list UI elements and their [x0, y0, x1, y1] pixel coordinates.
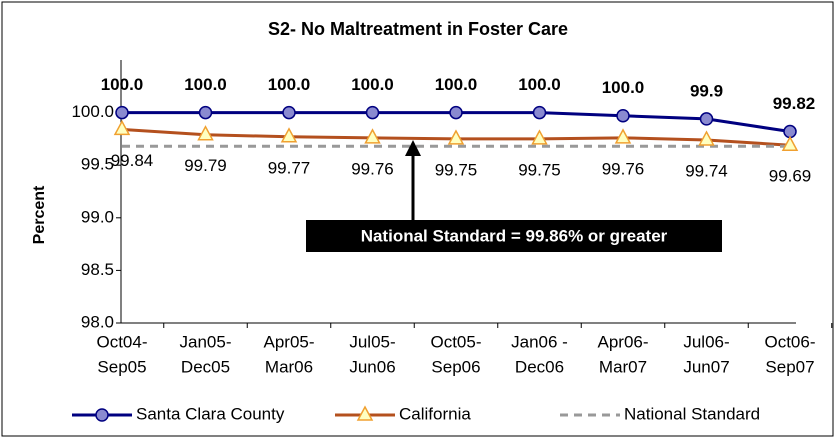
data-label: 99.76	[351, 159, 394, 178]
x-tick-label: Apr05-	[263, 332, 314, 351]
x-tick-label: Jul05-	[349, 332, 395, 351]
x-tick-label: Jun07	[683, 357, 729, 376]
x-tick-label: Sep07	[765, 357, 814, 376]
y-tick-label: 100.0	[71, 102, 114, 121]
marker	[447, 129, 465, 145]
data-label: 99.74	[685, 161, 728, 180]
x-tick-label: Jan06 -	[511, 332, 568, 351]
data-label: 99.75	[518, 160, 561, 179]
y-axis-title: Percent	[31, 185, 48, 244]
data-label: 99.82	[773, 94, 816, 113]
marker	[781, 135, 799, 151]
legend-label: National Standard	[624, 404, 760, 423]
x-tick-label: Sep06	[431, 357, 480, 376]
y-tick-label: 98.5	[81, 260, 114, 279]
data-label: 99.69	[769, 167, 812, 186]
x-tick-label: Oct04-	[96, 332, 147, 351]
data-label: 100.0	[184, 75, 227, 94]
x-tick-label: Dec06	[515, 357, 564, 376]
legend-label: Santa Clara County	[136, 404, 285, 423]
y-tick-label: 99.0	[81, 207, 114, 226]
marker	[614, 128, 632, 144]
marker	[115, 105, 129, 120]
marker	[280, 127, 298, 143]
x-tick-label: Oct05-	[430, 332, 481, 351]
data-label: 100.0	[602, 78, 645, 97]
y-tick-label: 98.0	[81, 312, 114, 331]
marker	[532, 105, 547, 120]
x-tick-label: Mar06	[265, 357, 313, 376]
annotation-arrowhead	[405, 140, 421, 156]
data-label: 99.84	[111, 151, 154, 170]
marker	[197, 125, 214, 141]
marker	[364, 128, 381, 144]
marker	[282, 105, 296, 120]
marker	[531, 129, 548, 145]
data-label: 100.0	[351, 75, 394, 94]
data-label: 99.9	[690, 81, 723, 100]
x-tick-label: Jan05-	[180, 332, 232, 351]
marker	[198, 105, 213, 120]
marker	[698, 130, 715, 146]
marker	[365, 105, 380, 120]
marker	[113, 119, 131, 136]
x-tick-label: Sep05	[97, 357, 146, 376]
legend-label: California	[399, 404, 471, 423]
data-label: 100.0	[518, 75, 561, 94]
annotation: National Standard = 99.86% or greater	[361, 226, 668, 245]
data-label: 99.79	[184, 156, 227, 175]
marker	[616, 109, 630, 123]
marker	[449, 105, 463, 120]
x-tick-label: Jul06-	[683, 332, 729, 351]
data-label: 100.0	[435, 75, 478, 94]
annotation-box	[306, 220, 722, 252]
legend-marker	[356, 405, 374, 421]
data-label: 99.75	[435, 160, 478, 179]
chart-title: S2- No Maltreatment in Foster Care	[268, 19, 568, 39]
legend-marker	[95, 408, 109, 422]
x-tick-label: Jun06	[349, 357, 395, 376]
data-label: 100.0	[268, 75, 311, 94]
data-label: 100.0	[101, 75, 144, 94]
data-label: 99.77	[268, 158, 311, 177]
x-tick-label: Oct06-	[764, 332, 815, 351]
y-tick-label: 99.5	[81, 155, 114, 174]
data-label: 99.76	[602, 159, 645, 178]
x-tick-label: Mar07	[599, 357, 647, 376]
x-tick-label: Apr06-	[597, 332, 648, 351]
marker	[699, 112, 714, 126]
x-tick-label: Dec05	[181, 357, 230, 376]
